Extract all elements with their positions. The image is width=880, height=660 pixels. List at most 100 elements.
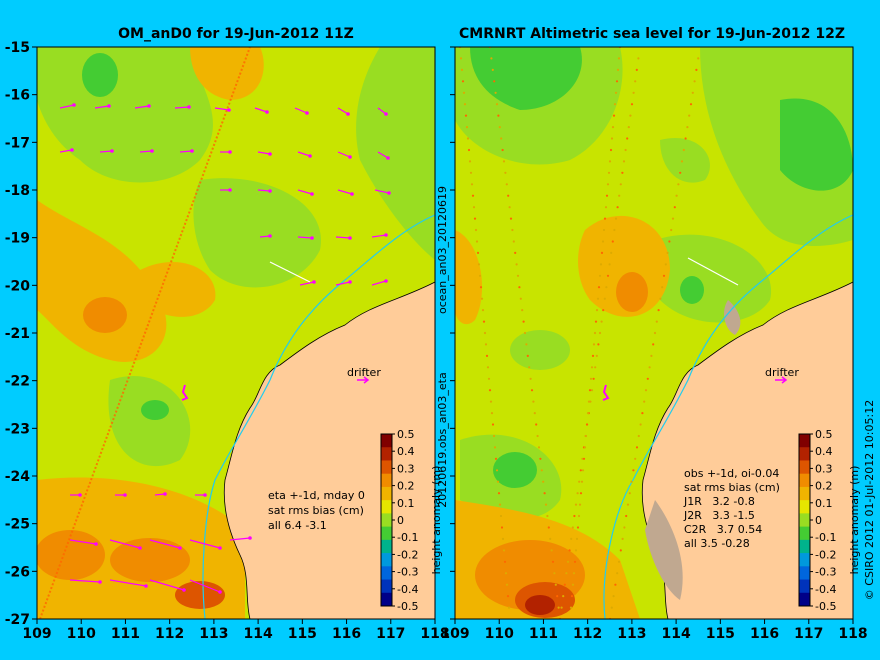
x-tick-label: 115	[706, 626, 735, 642]
altimetry-obs-dot	[597, 343, 600, 346]
altimetry-obs-dot	[675, 194, 678, 197]
altimetry-obs-dot	[590, 366, 594, 369]
x-tick-label: 116	[750, 626, 779, 642]
velocity-vector-head	[228, 150, 232, 154]
colorbar-tick-label: 0	[815, 514, 822, 527]
velocity-vector-head	[384, 279, 388, 283]
altimetry-obs-dot	[646, 377, 649, 380]
colorbar-tick-label: 0	[397, 514, 404, 527]
altimetry-obs-dot	[474, 228, 478, 232]
altimetry-obs-dot	[591, 354, 595, 357]
velocity-vector-head	[150, 149, 154, 153]
velocity-vector-head	[144, 584, 148, 588]
left-anomaly-region	[110, 538, 190, 582]
altimetry-obs-dot	[542, 480, 545, 483]
altimetry-obs-dot	[571, 526, 574, 529]
left-stats-line: sat rms bias (cm)	[268, 504, 364, 517]
altimetry-obs-dot	[544, 503, 548, 506]
altimetry-obs-dot	[619, 183, 622, 186]
altimetry-obs-dot	[522, 320, 525, 323]
altimetry-obs-dot	[492, 434, 496, 438]
velocity-vector-head	[248, 536, 252, 540]
velocity-vector	[229, 537, 251, 541]
altimetry-obs-dot	[499, 514, 503, 518]
y-tick-label: -26	[5, 564, 30, 580]
right-anomaly-region	[510, 330, 570, 370]
altimetry-obs-dot	[463, 103, 467, 106]
colorbar-tick-label: -0.4	[815, 583, 836, 596]
altimetry-obs-dot	[634, 80, 637, 83]
altimetry-obs-dot	[657, 309, 660, 312]
colorbar-swatch	[799, 500, 810, 514]
altimetry-obs-dot	[470, 183, 474, 186]
altimetry-obs-dot	[628, 492, 631, 495]
altimetry-obs-dot	[501, 148, 504, 152]
altimetry-obs-dot	[569, 606, 573, 609]
velocity-vector-head	[107, 104, 111, 108]
altimetry-obs-dot	[497, 492, 501, 495]
altimetry-obs-dot	[516, 274, 520, 277]
altimetry-obs-dot	[606, 183, 610, 186]
altimetry-obs-dot	[494, 457, 498, 460]
altimetry-obs-dot	[464, 114, 468, 117]
colorbar-tick-label: -0.2	[815, 548, 836, 561]
left-anomaly-region	[83, 297, 127, 333]
altimetry-obs-dot	[481, 309, 485, 312]
altimetry-obs-dot	[504, 171, 507, 174]
colorbar-swatch	[381, 460, 392, 475]
altimetry-obs-dot	[662, 274, 666, 277]
colorbar-swatch	[799, 434, 810, 448]
velocity-vector	[294, 107, 308, 114]
altimetry-obs-dot	[600, 251, 604, 254]
left-velocity-vectors	[59, 103, 391, 594]
altimetry-obs-dot	[571, 583, 575, 586]
colorbar-swatch	[381, 566, 392, 581]
colorbar-tick-label: -0.3	[397, 566, 418, 579]
velocity-vector	[214, 107, 230, 111]
altimetry-obs-dot	[597, 286, 601, 289]
altimetry-obs-dot	[574, 549, 578, 552]
altimetry-obs-dot	[574, 503, 578, 506]
altimetry-obs-dot	[644, 389, 648, 392]
altimetry-obs-dot	[637, 434, 640, 438]
altimetry-obs-dot	[577, 514, 581, 518]
colorbar-swatch	[799, 579, 810, 594]
velocity-vector-head	[228, 188, 232, 192]
velocity-vector	[109, 579, 147, 587]
altimetry-obs-dot	[466, 137, 470, 140]
altimetry-obs-dot	[594, 366, 597, 369]
velocity-vector	[139, 150, 153, 153]
altimetry-obs-dot	[689, 103, 693, 106]
altimetry-obs-dot	[493, 446, 497, 449]
left-colorbar: 0.5 0.4 0.3 0.2 0.1 0 -0.1 -0.2 -0.3 -0.4 -0.5 heig…	[380, 428, 443, 613]
altimetry-obs-dot	[652, 343, 655, 346]
altimetry-obs-dot	[537, 446, 541, 449]
colorbar-swatch	[381, 486, 392, 501]
altimetry-obs-dot	[504, 572, 508, 575]
altimetry-obs-dot	[465, 126, 469, 129]
colorbar-swatch	[381, 579, 392, 594]
colorbar-tick-label: -0.1	[815, 531, 836, 544]
altimetry-obs-dot	[491, 423, 495, 426]
altimetry-obs-dot	[533, 412, 536, 415]
altimetry-obs-dot	[581, 457, 584, 460]
altimetry-obs-dot	[600, 320, 603, 323]
right-current-line	[603, 214, 853, 619]
colorbar-swatch	[799, 473, 810, 488]
velocity-vector-head	[227, 108, 231, 112]
altimetry-obs-dot	[621, 537, 624, 541]
left-drifter-arrow-icon	[357, 376, 370, 384]
altimetry-obs-dot	[607, 171, 611, 174]
velocity-vector-head	[386, 156, 390, 160]
altimetry-obs-dot	[588, 389, 592, 392]
altimetry-obs-dot	[491, 68, 494, 71]
altimetry-obs-dot	[490, 412, 494, 415]
altimetry-obs-dot	[523, 331, 527, 335]
altimetry-obs-dot	[650, 354, 653, 357]
altimetry-obs-dot	[603, 297, 606, 300]
altimetry-obs-dot	[595, 354, 598, 357]
altimetry-obs-dot	[680, 160, 684, 163]
altimetry-obs-dot	[602, 309, 605, 312]
altimetry-obs-dot	[626, 503, 630, 506]
velocity-vector-head	[163, 492, 167, 496]
